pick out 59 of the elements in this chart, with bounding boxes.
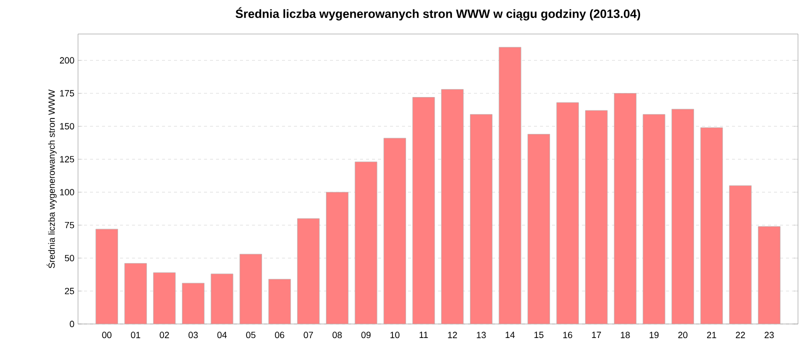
bar xyxy=(470,114,492,324)
x-tick-label: 22 xyxy=(736,332,745,338)
x-tick-label: 06 xyxy=(274,332,284,338)
y-tick-label: 75 xyxy=(64,222,74,228)
x-tick-label: 10 xyxy=(390,332,400,338)
x-tick-label: 09 xyxy=(361,332,371,338)
x-tick-label: 18 xyxy=(620,332,630,338)
bar xyxy=(96,229,118,324)
x-tick-label: 21 xyxy=(707,332,716,338)
y-tick-label: 0 xyxy=(70,320,74,328)
bar xyxy=(528,134,550,324)
bar xyxy=(384,138,406,324)
x-tick-label: 17 xyxy=(592,332,601,338)
x-tick-label: 04 xyxy=(217,332,227,338)
x-tick-label: 20 xyxy=(678,332,688,338)
y-tick-label: 50 xyxy=(64,254,74,262)
x-tick-label: 16 xyxy=(563,332,572,338)
y-tick-label: 25 xyxy=(64,288,74,294)
bar xyxy=(355,162,378,324)
y-tick-label: 200 xyxy=(60,57,74,64)
x-tick-label: 19 xyxy=(650,332,659,338)
bar xyxy=(672,109,694,324)
bar xyxy=(556,102,579,324)
bar xyxy=(297,218,320,324)
bar xyxy=(700,128,723,324)
x-tick-label: 23 xyxy=(764,332,774,338)
y-tick-label: 100 xyxy=(60,188,74,196)
bar xyxy=(211,274,234,324)
chart-title: Średnia liczba wygenerowanych stron WWW w ciągu godziny (2013.04) xyxy=(236,7,640,20)
x-tick-label: 01 xyxy=(130,332,140,338)
x-tick-label: 14 xyxy=(506,332,515,338)
y-tick-label: 150 xyxy=(60,123,74,130)
bar xyxy=(124,263,147,324)
bar xyxy=(499,47,521,324)
y-axis-title: Średnia liczba wygenerowanych stron WWW xyxy=(46,90,57,268)
bar xyxy=(729,186,752,324)
bar xyxy=(326,192,348,324)
y-tick-label: 125 xyxy=(60,156,74,162)
bar xyxy=(614,93,636,324)
x-tick-label: 05 xyxy=(246,332,256,338)
x-tick-label: 08 xyxy=(332,332,342,338)
x-tick-label: 03 xyxy=(188,332,198,338)
bar xyxy=(441,89,464,324)
x-tick-label: 07 xyxy=(304,332,313,338)
bar xyxy=(642,114,665,324)
bar xyxy=(585,110,608,324)
y-tick-label: 175 xyxy=(60,90,74,96)
x-tick-label: 02 xyxy=(160,332,169,338)
bar xyxy=(758,226,780,324)
bar xyxy=(240,254,262,324)
bar xyxy=(412,97,435,324)
x-tick-label: 13 xyxy=(476,332,486,338)
bar xyxy=(268,279,291,324)
x-tick-label: 11 xyxy=(420,332,428,338)
bar xyxy=(153,272,176,324)
bar xyxy=(182,283,204,324)
x-tick-label: 15 xyxy=(534,332,544,338)
x-tick-label: 12 xyxy=(448,332,457,338)
x-tick-label: 00 xyxy=(102,332,112,338)
